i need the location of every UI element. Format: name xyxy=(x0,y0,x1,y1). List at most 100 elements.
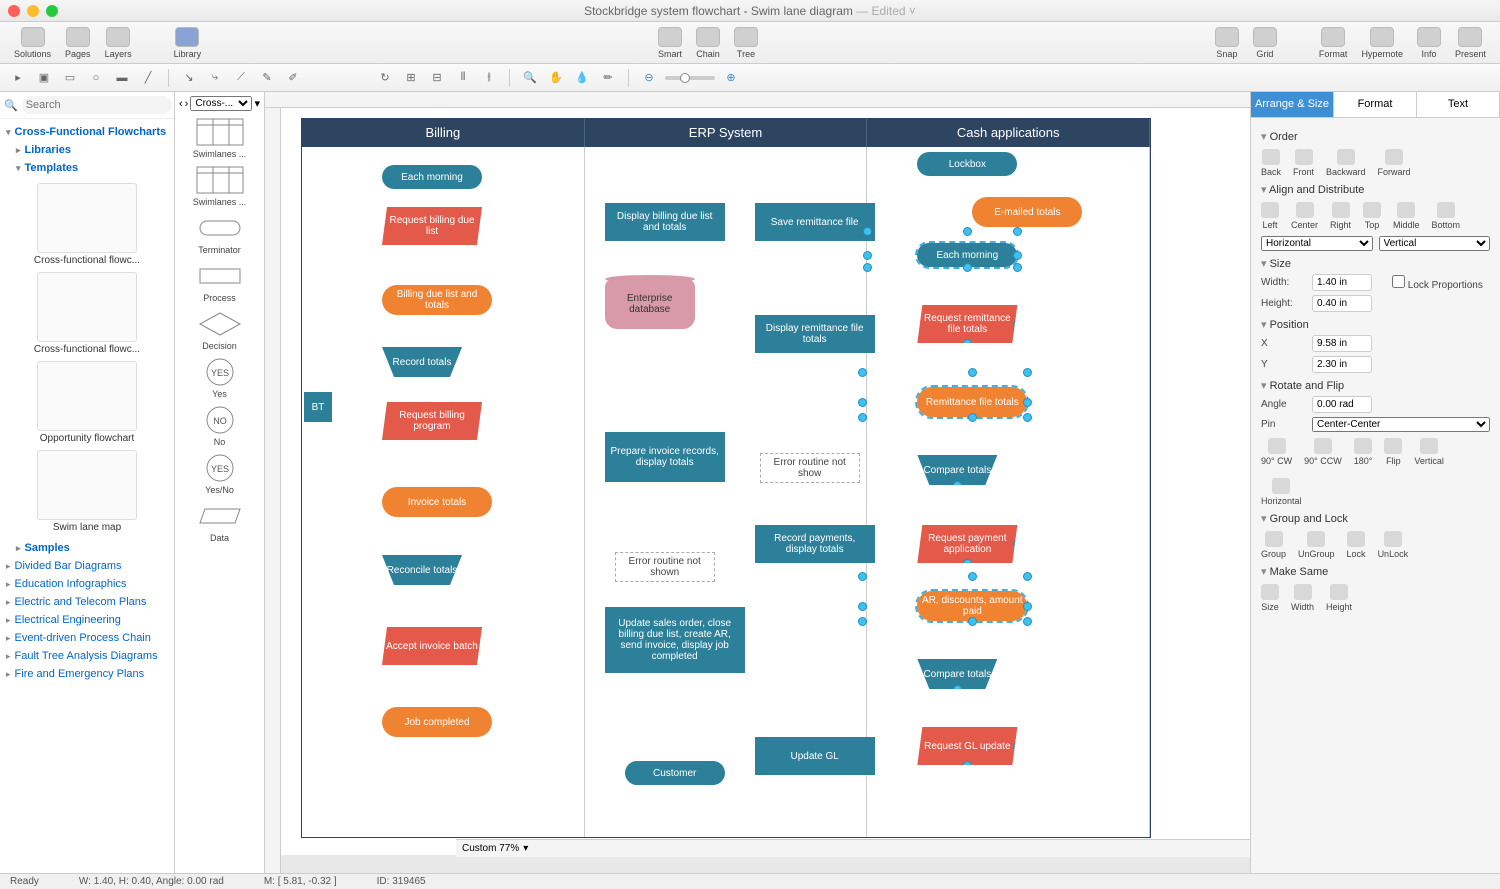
align-h-select[interactable]: Horizontal xyxy=(1261,236,1373,251)
ungroup-icon[interactable]: ⊟ xyxy=(427,68,447,88)
width-input[interactable] xyxy=(1312,274,1372,291)
flowchart-node[interactable]: Reconcile totals xyxy=(382,555,462,585)
backward-button[interactable]: Backward xyxy=(1326,149,1366,177)
horizontal-button[interactable]: Horizontal xyxy=(1261,478,1302,506)
middle-button[interactable]: Middle xyxy=(1393,202,1420,230)
solutions-button[interactable]: Solutions xyxy=(8,27,57,59)
group-icon[interactable]: ⊞ xyxy=(401,68,421,88)
lock-proportions-checkbox[interactable] xyxy=(1392,275,1405,288)
group-button[interactable]: Group xyxy=(1261,531,1286,559)
bottom-button[interactable]: Bottom xyxy=(1432,202,1461,230)
flowchart-node[interactable]: Display remittance file totals xyxy=(755,315,875,353)
template-thumb[interactable] xyxy=(37,183,137,253)
flowchart-node[interactable]: Lockbox xyxy=(917,152,1017,176)
minimize-icon[interactable] xyxy=(27,5,39,17)
tab-arrange[interactable]: Arrange & Size xyxy=(1251,92,1334,117)
shape-category-select[interactable]: Cross-... xyxy=(190,96,252,111)
layers-button[interactable]: Layers xyxy=(99,27,138,59)
height-input[interactable] xyxy=(1312,295,1372,312)
pen-icon[interactable]: ✎ xyxy=(257,68,277,88)
flowchart-node[interactable]: Billing due list and totals xyxy=(382,285,492,315)
tree-cross-functional[interactable]: Cross-Functional Flowcharts xyxy=(6,123,168,141)
size-button[interactable]: Size xyxy=(1261,584,1279,612)
vertical-button[interactable]: Vertical xyxy=(1414,438,1444,466)
brush-icon[interactable]: ✐ xyxy=(283,68,303,88)
flowchart-node[interactable]: Request remittance file totals xyxy=(917,305,1017,343)
tree-item[interactable]: Event-driven Process Chain xyxy=(6,629,168,647)
flowchart-node[interactable]: Record payments, display totals xyxy=(755,525,875,563)
flowchart-node[interactable]: Error routine not shown xyxy=(615,552,715,582)
tree-item[interactable]: Fault Tree Analysis Diagrams xyxy=(6,647,168,665)
align-v-select[interactable]: Vertical xyxy=(1379,236,1491,251)
pointer-icon[interactable]: ▸ xyxy=(8,68,28,88)
flowchart-node[interactable]: Accept invoice batch xyxy=(382,627,482,665)
tab-text[interactable]: Text xyxy=(1417,92,1500,117)
pin-select[interactable]: Center-Center xyxy=(1312,417,1490,432)
node-bt[interactable]: BT xyxy=(304,392,332,422)
flowchart-node[interactable]: Compare totals xyxy=(917,659,997,689)
lane-billing[interactable]: BT Each morningRequest billing due listB… xyxy=(302,147,585,837)
rect-icon[interactable]: ▭ xyxy=(60,68,80,88)
flowchart-node[interactable]: Request GL update xyxy=(917,727,1017,765)
flowchart-node[interactable]: Display billing due list and totals xyxy=(605,203,725,241)
info-button[interactable]: Info xyxy=(1411,27,1447,59)
section-order[interactable]: Order xyxy=(1261,130,1490,143)
center-button[interactable]: Center xyxy=(1291,202,1318,230)
next-icon[interactable]: › xyxy=(185,98,189,110)
zoom-slider[interactable] xyxy=(665,76,715,80)
measure-icon[interactable]: ✏ xyxy=(598,68,618,88)
present-button[interactable]: Present xyxy=(1449,27,1492,59)
tab-format[interactable]: Format xyxy=(1334,92,1417,117)
rotate-icon[interactable]: ↻ xyxy=(375,68,395,88)
template-thumb[interactable] xyxy=(37,272,137,342)
right-button[interactable]: Right xyxy=(1330,202,1351,230)
lane-cash[interactable]: LockboxE-mailed totalsEach morningReques… xyxy=(867,147,1150,837)
flowchart-node[interactable]: Prepare invoice records, display totals xyxy=(605,432,725,482)
eyedrop-icon[interactable]: 💧 xyxy=(572,68,592,88)
section-size[interactable]: Size xyxy=(1261,257,1490,270)
template-thumb[interactable] xyxy=(37,361,137,431)
shape-yes[interactable]: YES xyxy=(195,357,245,387)
flowchart-node[interactable]: Remittance file totals xyxy=(917,387,1027,417)
height-button[interactable]: Height xyxy=(1326,584,1352,612)
shape-no[interactable]: NO xyxy=(195,405,245,435)
ellipse-icon[interactable]: ○ xyxy=(86,68,106,88)
zoom-in-icon[interactable]: ⊕ xyxy=(721,68,741,88)
flowchart-node[interactable]: Job completed xyxy=(382,707,492,737)
tree-item[interactable]: Education Infographics xyxy=(6,575,168,593)
shape-decision[interactable] xyxy=(195,309,245,339)
flowchart-node[interactable]: Update GL xyxy=(755,737,875,775)
top-button[interactable]: Top xyxy=(1363,202,1381,230)
section-rotate[interactable]: Rotate and Flip xyxy=(1261,379,1490,392)
back-button[interactable]: Back xyxy=(1261,149,1281,177)
tree-templates[interactable]: Templates xyxy=(6,159,168,177)
flowchart-node[interactable]: Compare totals xyxy=(917,455,997,485)
x-input[interactable] xyxy=(1312,335,1372,352)
template-thumb[interactable] xyxy=(37,450,137,520)
smart-button[interactable]: Smart xyxy=(652,27,688,59)
cw-button[interactable]: 90° CW xyxy=(1261,438,1292,466)
format-button[interactable]: Format xyxy=(1313,27,1354,59)
shape-swimlanes[interactable] xyxy=(195,165,245,195)
shape-yesno[interactable]: YES xyxy=(195,453,245,483)
swimlane-diagram[interactable]: Billing ERP System Cash applications BT … xyxy=(301,118,1151,838)
flowchart-node[interactable]: Invoice totals xyxy=(382,487,492,517)
tree-item[interactable]: Fire and Emergency Plans xyxy=(6,665,168,683)
zoom-icon[interactable]: 🔍 xyxy=(520,68,540,88)
flowchart-node[interactable]: Record totals xyxy=(382,347,462,377)
hand-icon[interactable]: ✋ xyxy=(546,68,566,88)
menu-icon[interactable]: ▾ xyxy=(254,97,260,110)
flowchart-node[interactable]: Each morning xyxy=(917,243,1017,267)
align-icon[interactable]: ⫴ xyxy=(453,68,473,88)
front-button[interactable]: Front xyxy=(1293,149,1314,177)
prev-icon[interactable]: ‹ xyxy=(179,98,183,110)
width-button[interactable]: Width xyxy=(1291,584,1314,612)
chain-button[interactable]: Chain xyxy=(690,27,726,59)
flip-button[interactable]: Flip xyxy=(1384,438,1402,466)
maximize-icon[interactable] xyxy=(46,5,58,17)
connector1-icon[interactable]: ↘ xyxy=(179,68,199,88)
tree-item[interactable]: Electrical Engineering xyxy=(6,611,168,629)
library-button[interactable]: Library xyxy=(168,27,208,59)
left-button[interactable]: Left xyxy=(1261,202,1279,230)
ccw-button[interactable]: 90° CCW xyxy=(1304,438,1342,466)
